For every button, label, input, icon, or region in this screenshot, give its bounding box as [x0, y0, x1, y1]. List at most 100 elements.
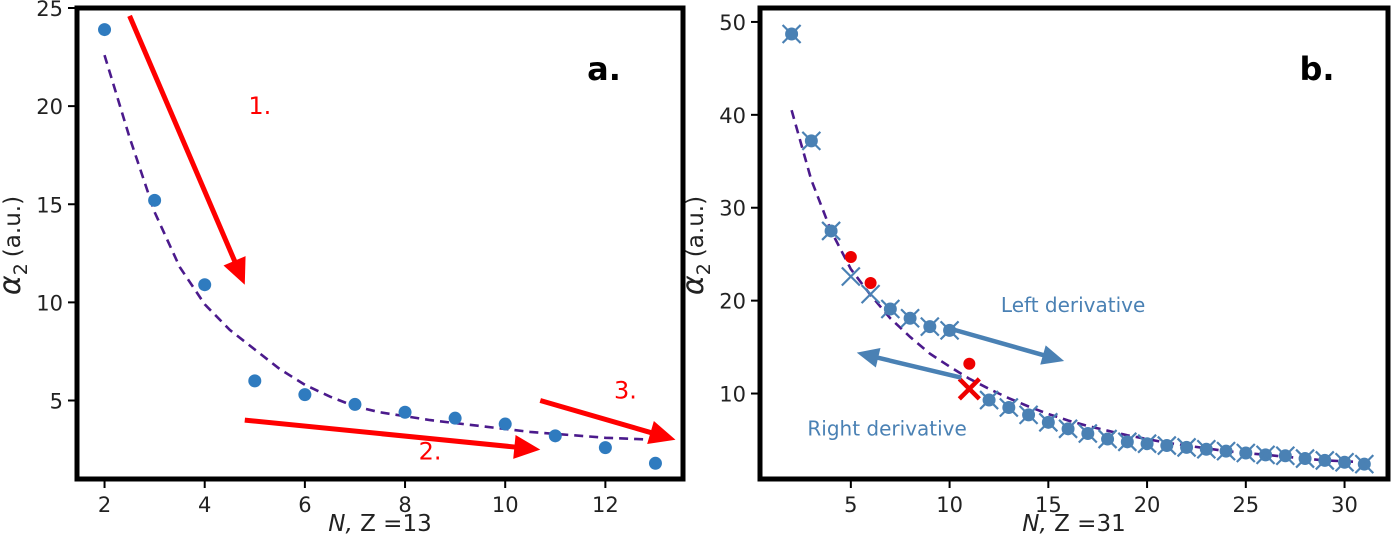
panel-a-arrow-1-label: 1.	[248, 92, 271, 120]
panel-b-arrows-layer: Left derivative Right derivative	[807, 293, 1145, 441]
panel-b-cross-point	[821, 221, 841, 241]
panel-b-y-tick-label: 50	[719, 11, 746, 35]
panel-a-x-tick-label: 6	[298, 493, 311, 517]
panel-a-y-axis-unit: (a.u.)	[0, 196, 26, 257]
panel-a-data-point	[548, 429, 562, 443]
panel-b-cross-point	[1078, 423, 1098, 444]
panel-a-ticks-layer: 2 4 6 8 10 12 5 10 15 20 25	[36, 0, 618, 517]
panel-b-cross-point	[1275, 445, 1296, 466]
panel-a-y-axis-title: α2 (a.u.)	[0, 196, 32, 295]
panel-a-fit-line	[103, 54, 656, 442]
panel-b-y-axis-sub: 2	[693, 263, 715, 275]
panel-a-fit-layer	[103, 54, 656, 442]
panel-a-arrow-2-head	[513, 435, 541, 459]
panel-a-x-axis-var: N,	[328, 511, 353, 537]
panel-a-arrow-3-shaft	[539, 398, 654, 436]
panel-b-cross-point	[920, 316, 940, 337]
panel-b-cross-point	[1216, 441, 1236, 461]
panel-b-x-axis-rest: Z =31	[1047, 511, 1126, 537]
panel-b-cross-point	[880, 299, 901, 319]
panel-b-red-point	[864, 276, 877, 289]
panel-a-data-point	[398, 405, 412, 419]
panel-b-cross-point	[1315, 450, 1335, 471]
panel-a-data-point	[598, 441, 612, 455]
panel-a-x-tick-label: 12	[592, 493, 619, 517]
panel-a-x-tick-label: 8	[398, 493, 411, 517]
panel-a-arrows-layer: 1. 2. 3.	[127, 14, 676, 465]
panel-b-y-axis-unit: (a.u.)	[683, 196, 709, 257]
panel-b-x-tick-label: 15	[1035, 493, 1062, 517]
panel-b-cross-point	[1354, 454, 1375, 474]
panel-b-cross-point	[1236, 443, 1256, 463]
panel-b-cross-point	[801, 131, 822, 151]
panel-a-data-point	[448, 411, 462, 425]
panel-a-x-axis-title: N, Z =13	[328, 511, 431, 537]
panel-b-cross-point	[1038, 412, 1059, 433]
panel-a-data-point	[498, 417, 512, 431]
panel-b-x-tick-label: 30	[1331, 493, 1358, 517]
panel-b-cross-point	[1117, 432, 1138, 452]
panel-b-cross-point	[1255, 445, 1276, 465]
panel-a-y-tick-label: 15	[36, 193, 63, 217]
panel-b-x-axis-var: N,	[1022, 511, 1047, 537]
panel-b-cross-point	[841, 266, 861, 287]
panel-b-arrow-2-head	[856, 348, 881, 368]
panel-b-y-tick-label: 40	[719, 104, 746, 128]
panel-b-red-cross	[957, 377, 981, 401]
panel-a-x-axis-rest: Z =13	[353, 511, 432, 537]
panel-a-y-axis-symbol: α	[0, 275, 28, 295]
panel-a-data-point	[648, 456, 662, 470]
panel-b-x-tick-label: 20	[1134, 493, 1161, 517]
panel-a-arrow-2-label: 2.	[419, 437, 442, 465]
panel-a-arrow-1-head	[223, 256, 246, 285]
panel-b-cross-point	[1295, 448, 1315, 469]
panel-b-red-point	[963, 357, 976, 370]
panel-b-cross-point	[1018, 405, 1039, 425]
panel-b-x-axis-title: N, Z =31	[1022, 511, 1125, 537]
panel-b-cross-point	[1097, 429, 1118, 449]
panel-b-y-axis-title: α2 (a.u.)	[676, 196, 715, 295]
panel-b: Left derivative Right derivative 5 10 15 20 2…	[676, 5, 1391, 537]
panel-b-x-tick-label: 25	[1232, 493, 1259, 517]
panel-b-cross-point	[999, 397, 1019, 418]
panel-b-red-point	[844, 250, 857, 263]
panel-a-x-tick-label: 10	[492, 493, 519, 517]
panel-b-cross-point	[979, 390, 999, 410]
panel-a-data-point	[248, 374, 262, 388]
panel-a-points-layer	[98, 23, 662, 470]
panel-a-y-tick-label: 25	[36, 0, 63, 21]
panel-a-data-point	[298, 388, 312, 402]
panel-a-y-tick-label: 10	[36, 291, 63, 315]
panel-a-arrow-3-label: 3.	[614, 377, 637, 405]
panel-b-cross-point	[860, 284, 881, 304]
panel-a-frame	[74, 5, 686, 482]
panel-a-label: a.	[587, 50, 621, 88]
panel-b-frame	[757, 5, 1391, 482]
panel-a-arrow-3-head	[647, 420, 676, 445]
panel-b-y-tick-label: 30	[719, 197, 746, 221]
panel-a-y-axis-sub: 2	[10, 263, 32, 275]
panel-b-arrow-1-label: Left derivative	[1001, 293, 1145, 317]
panel-a-data-point	[348, 397, 362, 411]
panel-b-points-layer	[781, 24, 1375, 474]
panel-a-x-tick-label: 4	[198, 493, 211, 517]
panel-b-cross-point	[1196, 439, 1217, 460]
panel-a-data-point	[148, 193, 162, 207]
panel-a-data-point	[198, 278, 212, 292]
panel-a-x-tick-label: 2	[98, 493, 111, 517]
panel-b-y-tick-label: 10	[719, 383, 746, 407]
panel-b-y-axis-symbol: α	[676, 275, 711, 295]
panel-b-x-tick-label: 10	[936, 493, 963, 517]
panel-b-arrow-1-head	[1040, 345, 1065, 365]
panel-a-data-point	[98, 23, 112, 37]
panel-a-y-tick-label: 5	[50, 390, 63, 414]
panel-b-arrow-2-label: Right derivative	[807, 416, 966, 440]
panel-a-arrow-2-shaft	[244, 417, 517, 450]
panel-b-cross-point	[1157, 435, 1177, 456]
panel-b-cross-point	[1137, 433, 1157, 454]
panel-b-arrow-1-shaft	[948, 326, 1046, 358]
panel-b-y-tick-label: 20	[719, 290, 746, 314]
panel-a-arrow-1-shaft	[127, 14, 238, 264]
